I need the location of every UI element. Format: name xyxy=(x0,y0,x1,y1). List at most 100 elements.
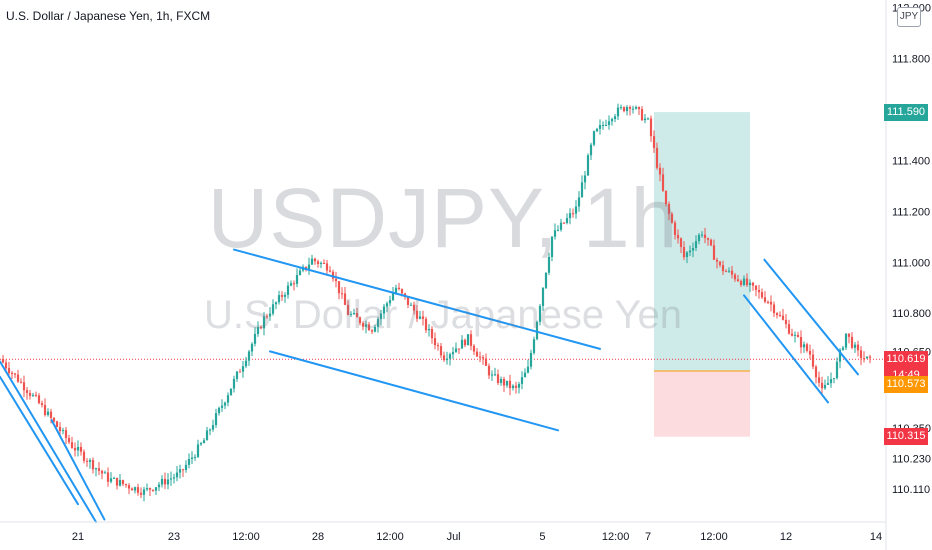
trendline[interactable] xyxy=(0,375,79,506)
candle-body xyxy=(772,304,776,314)
candle-body xyxy=(175,472,179,478)
candle-body xyxy=(529,352,533,367)
trendlines-group[interactable] xyxy=(0,248,859,523)
candle-body xyxy=(565,218,569,223)
candle-body xyxy=(577,197,581,207)
candle-body xyxy=(574,206,578,214)
candle-body xyxy=(235,371,239,379)
candle-body xyxy=(238,371,242,373)
candle-body xyxy=(868,356,872,358)
candle-body xyxy=(67,438,71,443)
candle-body xyxy=(643,118,647,121)
candle-body xyxy=(463,339,467,346)
symbol-title[interactable]: U.S. Dollar / Japanese Yen, 1h, FXCM xyxy=(6,9,211,23)
candle-body xyxy=(496,374,500,383)
candle-body xyxy=(145,488,149,490)
candle-body xyxy=(571,213,575,215)
candle-body xyxy=(364,324,368,327)
candle-body xyxy=(439,346,443,356)
trendline[interactable] xyxy=(269,350,559,432)
trendline[interactable] xyxy=(50,419,106,521)
candle-body xyxy=(721,265,725,272)
candle-body xyxy=(244,360,248,367)
candle-body xyxy=(55,421,59,427)
candle-body xyxy=(664,190,668,204)
candle-body xyxy=(79,446,83,452)
candle-body xyxy=(832,378,836,380)
time-tick-label: 12:00 xyxy=(376,531,404,543)
candle-body xyxy=(817,377,821,383)
candle-body xyxy=(28,392,32,396)
candle-body xyxy=(607,121,611,125)
candle-body xyxy=(40,403,44,405)
price-axis[interactable]: 112.000111.800111.400111.200111.000110.8… xyxy=(892,3,931,496)
candle-body xyxy=(139,492,143,495)
candle-body xyxy=(187,458,191,465)
candle-body xyxy=(124,484,128,486)
candle-body xyxy=(358,317,362,324)
candle-body xyxy=(253,333,257,344)
candle-body xyxy=(436,345,440,347)
candle-body xyxy=(814,366,818,378)
candle-body xyxy=(292,283,296,285)
candle-body xyxy=(76,446,80,451)
candle-body xyxy=(850,336,854,348)
candle-body xyxy=(820,382,824,389)
candle-body xyxy=(673,222,677,235)
candle-body xyxy=(355,313,359,318)
candle-body xyxy=(553,230,557,237)
candle-body xyxy=(379,313,383,320)
candle-body xyxy=(100,470,104,474)
trendline[interactable] xyxy=(0,360,97,523)
candle-body xyxy=(454,348,458,353)
candle-body xyxy=(685,252,689,258)
candle-body xyxy=(250,343,254,352)
candle-body xyxy=(37,395,41,404)
candle-body xyxy=(634,107,638,109)
candle-body xyxy=(457,348,461,350)
candle-body xyxy=(190,457,194,459)
candle-body xyxy=(226,395,230,403)
candle-body xyxy=(811,354,815,367)
candle-body xyxy=(277,295,281,303)
candle-body xyxy=(451,352,455,355)
candle-body xyxy=(715,259,719,262)
candle-body xyxy=(181,469,185,471)
time-tick-label: 12:00 xyxy=(700,531,728,543)
candle-body xyxy=(532,339,536,353)
candle-body xyxy=(739,280,743,285)
time-axis[interactable]: 21 23 12:00 28 12:00 Jul 5 12:00 7 12:00 12 14 xyxy=(72,531,882,543)
time-tick-label: 12:00 xyxy=(602,531,630,543)
candle-body xyxy=(550,236,554,257)
candle-body xyxy=(697,234,701,242)
trendline[interactable] xyxy=(743,294,829,404)
candle-body xyxy=(298,270,302,275)
price-tick-label: 110.230 xyxy=(892,453,931,465)
candle-body xyxy=(241,366,245,372)
candle-body xyxy=(514,385,518,388)
candle-body xyxy=(70,442,74,448)
candle-body xyxy=(796,334,800,337)
trendline[interactable] xyxy=(763,258,859,376)
candle-body xyxy=(34,394,38,396)
candle-body xyxy=(661,174,665,191)
plot-background xyxy=(0,0,886,522)
candle-body xyxy=(382,306,386,314)
price-tick-label: 111.200 xyxy=(892,206,930,218)
candle-body xyxy=(433,338,437,346)
currency-badge[interactable]: JPY xyxy=(897,7,921,27)
candle-body xyxy=(394,287,398,294)
candle-body xyxy=(169,478,173,480)
candle-body xyxy=(304,266,308,270)
profit-target-zone[interactable] xyxy=(654,112,750,372)
time-tick-label: 12:00 xyxy=(232,531,260,543)
price-tick-label: 111.000 xyxy=(892,257,930,269)
trendline[interactable] xyxy=(233,248,601,350)
candle-body xyxy=(61,430,65,432)
stop-loss-zone[interactable] xyxy=(654,371,750,437)
candle-body xyxy=(121,480,125,485)
candle-body xyxy=(622,107,626,112)
candle-body xyxy=(862,358,866,360)
candle-body xyxy=(760,292,764,298)
